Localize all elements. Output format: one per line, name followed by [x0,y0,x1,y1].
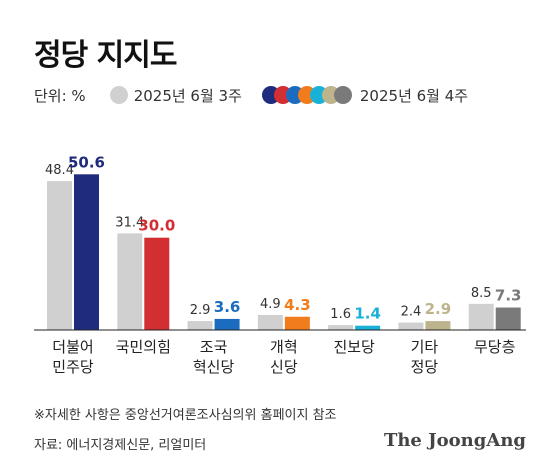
bar-prev [328,325,354,330]
bar-prev [187,321,213,330]
bar-curr [144,237,170,330]
legend-curr-swatches [261,86,352,104]
footnote: ※자세한 사항은 중앙선거여론조사심의위 홈페이지 참조 [34,408,337,423]
category-label: 정당 [411,358,439,376]
value-label-prev: 1.6 [330,307,351,322]
bar-prev [117,233,143,330]
bar-prev [398,322,424,330]
bar-curr [355,325,381,330]
brand-logo: The JoongAng [383,430,526,451]
value-label-prev: 2.4 [401,305,422,320]
source-note: 자료: 에너지경제신문, 리얼미터 [34,438,207,453]
category-label: 진보당 [333,338,375,356]
bar-curr [425,321,451,330]
bar-prev [468,303,494,330]
bar-prev [47,181,72,330]
value-label-curr: 7.3 [495,287,522,305]
category-label: 무당층 [474,338,515,356]
value-label-prev: 4.9 [260,297,281,312]
value-label-prev: 48.4 [45,163,74,178]
category-label: 민주당 [52,358,94,376]
value-label-curr: 2.9 [425,300,452,318]
category-label: 개혁 [270,338,298,356]
bar-curr [214,318,240,330]
value-label-prev: 8.5 [471,286,492,301]
value-label-curr: 4.3 [284,296,311,314]
bar-curr [495,307,521,330]
legend-curr-dot [333,86,352,104]
value-label-curr: 50.6 [68,153,105,171]
category-label: 기타 [411,338,439,356]
category-label: 조국 [200,338,228,356]
legend-prev-swatch [109,86,128,104]
legend: 단위: % 2025년 6월 3주 2025년 6월 4주 [34,84,468,106]
category-label: 신당 [270,358,298,376]
value-label-prev: 31.4 [115,215,144,230]
category-label: 더불어 [52,338,93,356]
bar-curr [74,174,99,330]
legend-prev-label: 2025년 6월 3주 [133,86,242,105]
bar-curr [284,316,310,330]
chart-title: 정당 지지도 [34,38,177,73]
value-label-prev: 2.9 [190,303,211,318]
category-label: 혁신당 [193,358,235,376]
value-label-curr: 3.6 [214,298,241,316]
bar-prev [257,314,283,330]
value-label-curr: 1.4 [354,305,381,323]
unit-label: 단위: % [34,86,86,105]
legend-curr-label: 2025년 6월 4주 [359,86,469,105]
category-label: 국민의힘 [116,338,171,356]
value-label-curr: 30.0 [138,217,175,235]
